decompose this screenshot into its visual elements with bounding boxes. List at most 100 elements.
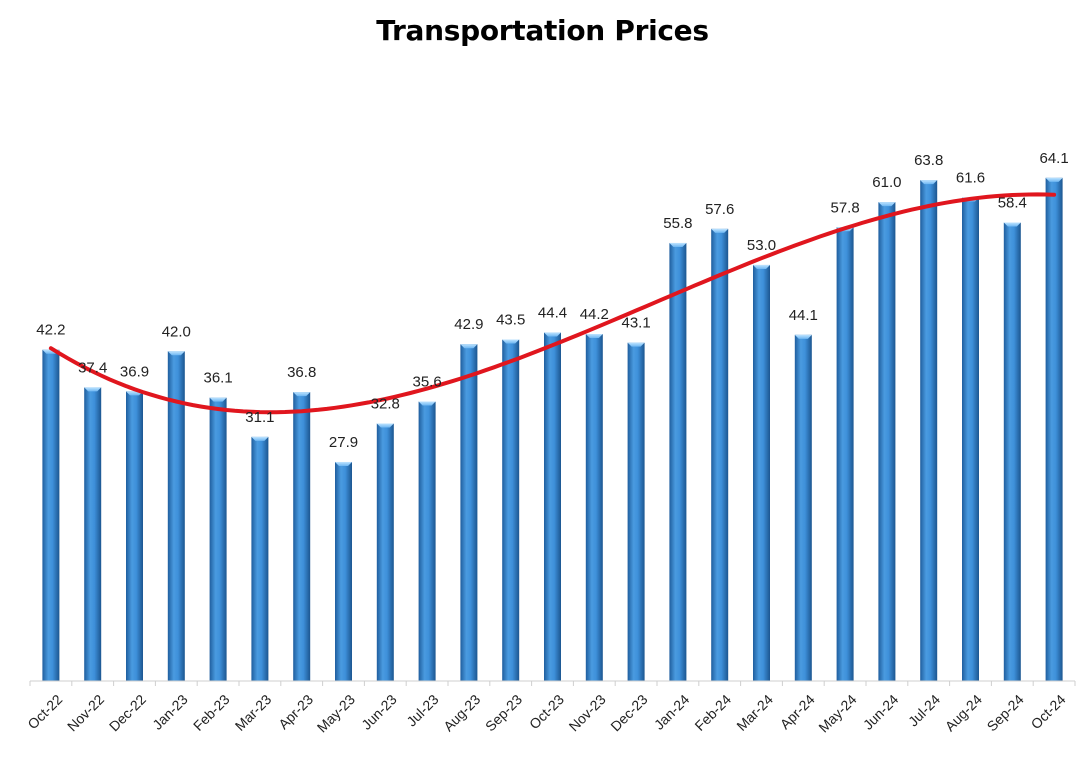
bar-Jul-23	[418, 401, 436, 681]
bar-body	[460, 344, 478, 681]
bar-Mar-24	[753, 264, 770, 681]
bar-cap	[460, 344, 478, 349]
bar-Jan-24	[669, 242, 687, 681]
x-tick-label: Jul-23	[403, 691, 441, 729]
bar-cap	[335, 461, 352, 466]
bar-May-23	[335, 461, 352, 681]
bar-body	[836, 227, 854, 681]
bar-cap	[418, 401, 436, 406]
data-label: 35.6	[412, 374, 441, 391]
x-tick-label: Dec-22	[106, 691, 149, 734]
x-tick-label: Sep-24	[984, 691, 1027, 734]
bar-Feb-23	[209, 397, 227, 681]
data-label: 27.9	[329, 434, 358, 451]
data-label: 61.6	[956, 169, 985, 186]
x-tick-label: Apr-24	[777, 691, 818, 732]
bar-body	[711, 228, 729, 681]
bar-Dec-22	[126, 391, 143, 681]
bar-cap	[251, 436, 269, 441]
bar-body	[669, 242, 687, 681]
x-tick-label: Oct-22	[24, 691, 65, 732]
bar-Mar-23	[251, 436, 269, 681]
data-label: 37.4	[78, 359, 107, 376]
bar-Jul-24	[920, 180, 938, 682]
data-label: 43.1	[621, 315, 650, 332]
bar-cap	[376, 423, 394, 428]
x-tick-label: Jun-24	[860, 691, 902, 733]
bar-body	[962, 197, 979, 681]
x-ticks-group	[29, 681, 1076, 686]
data-label: 57.8	[830, 199, 859, 216]
data-label: 43.5	[496, 312, 525, 329]
trend-line	[48, 192, 1057, 415]
data-label: 57.6	[705, 201, 734, 218]
data-label: 42.9	[454, 316, 483, 333]
bar-Oct-24	[1045, 177, 1063, 681]
data-label: 36.8	[287, 364, 316, 381]
x-tick-label: Nov-22	[64, 691, 107, 734]
x-tick-label: Sep-23	[482, 691, 525, 734]
bar-cap	[794, 334, 812, 339]
bar-cap	[711, 228, 729, 233]
x-tick-label: Aug-24	[942, 691, 985, 734]
bar-cap	[1045, 177, 1063, 182]
bar-cap	[1003, 222, 1021, 227]
bars-group	[42, 177, 1063, 682]
bar-body	[126, 391, 143, 681]
data-label: 36.1	[203, 370, 232, 387]
bar-body	[544, 332, 561, 681]
bar-cap	[753, 264, 770, 269]
data-label: 44.2	[580, 306, 609, 323]
data-labels-group: 42.2 37.4 36.9 42.0 36.1 31.1 36.8 27.9 32.8 35.6…	[36, 150, 1068, 451]
x-tick-label: Dec-23	[607, 691, 650, 734]
bar-body	[878, 202, 896, 681]
bar-cap	[878, 202, 896, 207]
bar-body	[1045, 177, 1063, 681]
data-label: 44.1	[789, 307, 818, 324]
x-tick-label: Oct-23	[526, 691, 567, 732]
bar-May-24	[836, 227, 854, 681]
bar-body	[84, 387, 102, 681]
bar-body	[585, 334, 603, 681]
data-label: 53.0	[747, 237, 776, 254]
bar-cap	[920, 180, 938, 185]
bar-body	[920, 180, 938, 682]
bar-body	[209, 397, 227, 681]
data-label: 36.9	[120, 363, 149, 380]
bar-Oct-23	[544, 332, 561, 681]
bar-Jun-23	[376, 423, 394, 681]
bar-body	[794, 334, 812, 681]
bar-Apr-23	[293, 392, 311, 681]
x-tick-label: Oct-24	[1028, 691, 1069, 732]
bar-body	[167, 351, 185, 681]
bar-cap	[502, 339, 520, 344]
bar-body	[627, 342, 645, 681]
x-tick-label: Jan-24	[651, 691, 693, 733]
bar-cap	[209, 397, 227, 402]
bar-body	[418, 401, 436, 681]
data-label: 61.0	[872, 174, 901, 191]
bar-body	[251, 436, 269, 681]
x-tick-label: May-23	[314, 691, 358, 735]
bar-cap	[585, 334, 603, 339]
data-label: 64.1	[1039, 150, 1068, 167]
data-label: 55.8	[663, 215, 692, 232]
x-tick-label: Aug-23	[440, 691, 483, 734]
bar-cap	[293, 392, 311, 397]
bar-body	[293, 392, 311, 681]
bar-body	[376, 423, 394, 681]
data-label: 42.0	[162, 323, 191, 340]
x-tick-label: Mar-23	[232, 691, 275, 734]
bar-body	[753, 264, 770, 681]
bar-cap	[669, 242, 687, 247]
data-label: 42.2	[36, 322, 65, 339]
bar-Apr-24	[794, 334, 812, 681]
bar-Aug-24	[962, 197, 979, 681]
bar-Sep-24	[1003, 222, 1021, 681]
x-tick-label: Nov-23	[566, 691, 609, 734]
x-tick-label: Feb-23	[190, 691, 233, 734]
bar-Sep-23	[502, 339, 520, 681]
x-tick-label: May-24	[815, 691, 859, 735]
